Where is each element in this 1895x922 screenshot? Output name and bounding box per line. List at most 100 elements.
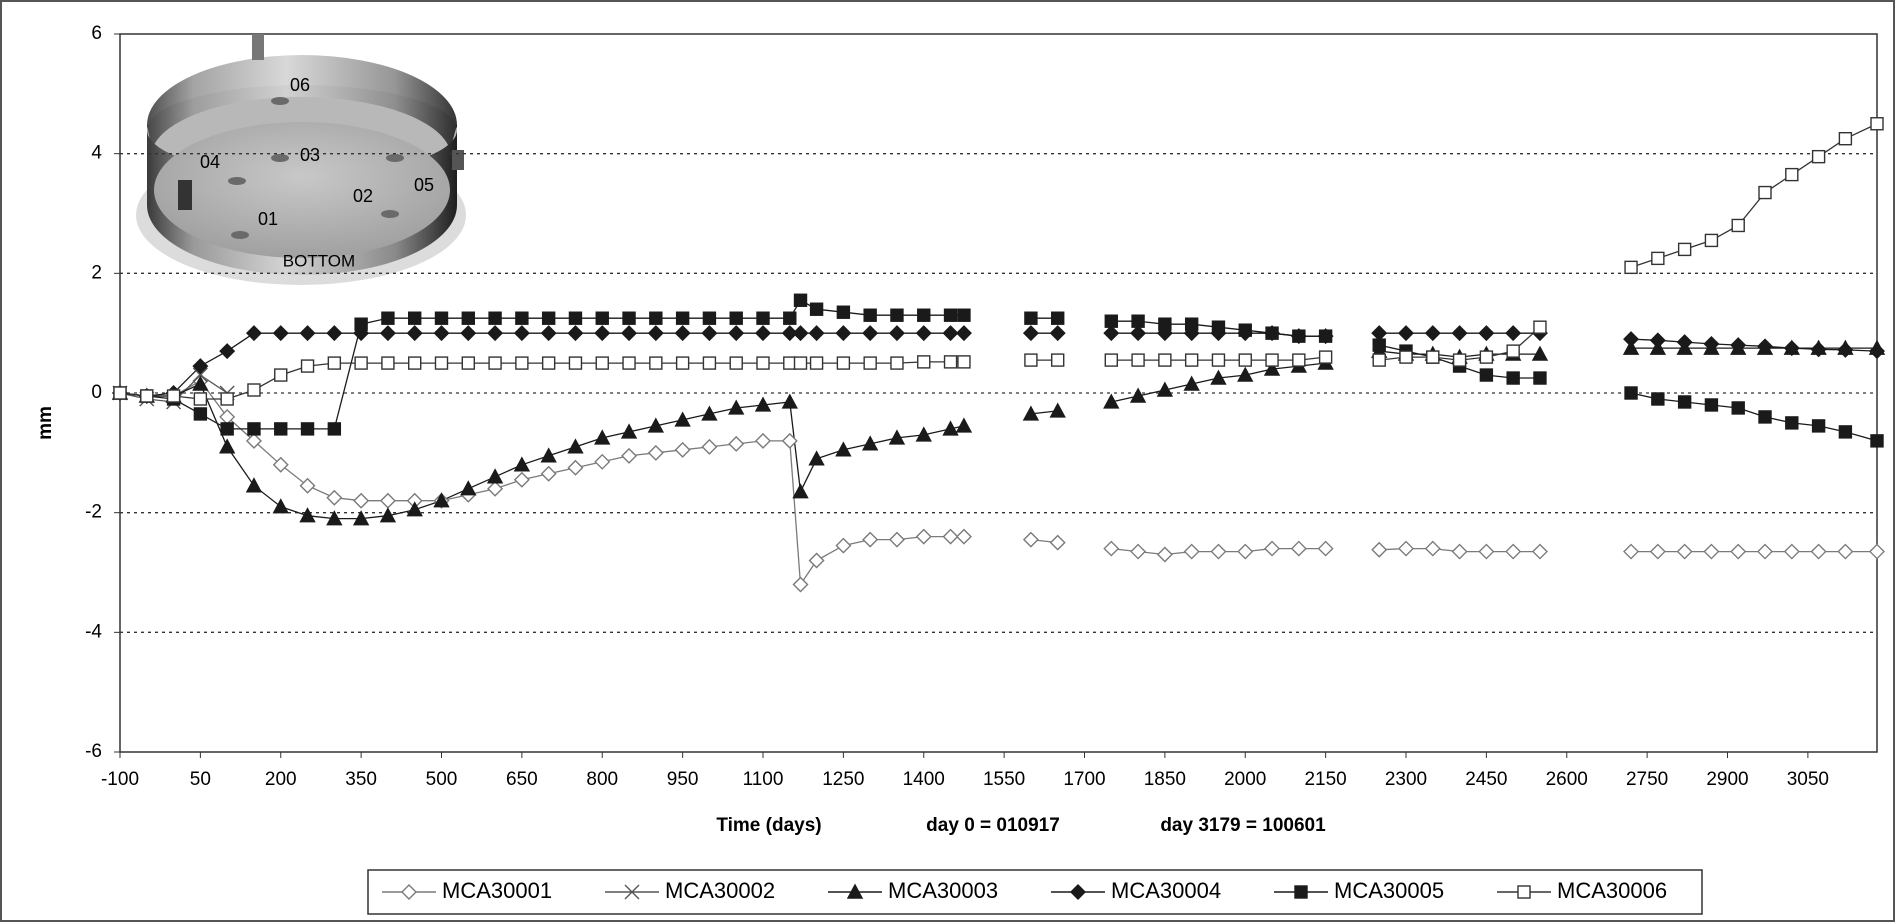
marker [461, 356, 475, 370]
marker [624, 884, 640, 900]
marker [326, 510, 343, 526]
marker [915, 528, 932, 545]
marker [1506, 344, 1520, 358]
y-axis-label: mm [35, 406, 56, 440]
marker [461, 311, 475, 325]
marker [1158, 353, 1172, 367]
x-tick-label: 2450 [1465, 769, 1507, 790]
marker [192, 375, 209, 391]
marker [245, 477, 263, 493]
marker [1238, 353, 1252, 367]
marker [1704, 398, 1719, 412]
marker [1049, 534, 1066, 551]
marker [888, 531, 905, 548]
marker [192, 358, 209, 375]
marker [647, 417, 665, 433]
marker [401, 884, 417, 900]
marker [299, 507, 316, 523]
marker [1424, 325, 1441, 342]
marker [541, 356, 556, 370]
marker [1156, 381, 1174, 397]
marker [1158, 317, 1172, 331]
x-tick-label: 3050 [1787, 769, 1829, 790]
marker [300, 359, 315, 373]
marker [1131, 353, 1145, 367]
marker [836, 305, 851, 319]
marker [957, 355, 971, 369]
marker [1479, 350, 1494, 364]
marker [917, 355, 931, 369]
x-tick-label: 200 [265, 769, 297, 790]
marker [1649, 543, 1666, 560]
marker [193, 392, 208, 406]
marker [1372, 338, 1386, 352]
legend-label: MCA30003 [888, 878, 998, 903]
x-tick-label: 350 [345, 769, 377, 790]
marker [701, 438, 718, 455]
marker [408, 311, 422, 325]
marker [1424, 540, 1441, 557]
marker [675, 356, 690, 370]
marker [729, 311, 743, 325]
marker [166, 389, 181, 403]
marker [1237, 366, 1254, 382]
marker [756, 311, 770, 325]
marker [1265, 353, 1279, 367]
marker [1130, 543, 1147, 560]
marker [620, 423, 638, 439]
marker [756, 356, 770, 370]
x-tick-label: 1550 [983, 769, 1025, 790]
marker [792, 576, 809, 593]
legend-item: MCA30003 [828, 878, 998, 903]
marker [846, 883, 864, 899]
marker [595, 311, 609, 325]
marker [247, 383, 261, 397]
legend-item: MCA30005 [1274, 878, 1444, 903]
marker [1183, 375, 1200, 391]
marker [1869, 543, 1885, 560]
marker [955, 528, 972, 545]
marker [272, 325, 289, 342]
marker [1810, 543, 1827, 560]
marker [1479, 368, 1494, 382]
legend [367, 869, 1703, 915]
x-tick-label: 2150 [1304, 769, 1346, 790]
marker [1210, 369, 1227, 385]
marker [1130, 325, 1147, 342]
legend-label: MCA30005 [1334, 878, 1444, 903]
marker [1129, 387, 1147, 403]
marker [219, 343, 236, 360]
y-tick-label: -2 [85, 502, 102, 523]
marker [1263, 360, 1281, 376]
marker [274, 368, 288, 382]
marker [1426, 350, 1440, 364]
marker [327, 356, 342, 370]
marker [649, 311, 663, 325]
marker [728, 435, 745, 452]
marker [379, 325, 396, 342]
marker [140, 389, 154, 403]
marker [541, 311, 556, 325]
marker [406, 325, 423, 342]
x-tick-label: 50 [190, 769, 211, 790]
marker [1531, 543, 1548, 560]
marker [1677, 395, 1692, 409]
marker [793, 356, 808, 370]
marker [247, 422, 261, 436]
legend-item: MCA30006 [1497, 878, 1667, 903]
marker [861, 435, 879, 451]
marker [1399, 350, 1413, 364]
marker [1292, 329, 1306, 343]
marker [674, 325, 691, 342]
marker [754, 396, 772, 412]
marker [1810, 341, 1827, 358]
marker [1237, 543, 1254, 560]
legend-label: MCA30006 [1557, 878, 1667, 903]
marker [300, 422, 315, 436]
marker [1533, 320, 1547, 334]
marker [515, 356, 529, 370]
marker [1533, 371, 1547, 385]
marker [943, 308, 958, 322]
marker [1676, 543, 1693, 560]
